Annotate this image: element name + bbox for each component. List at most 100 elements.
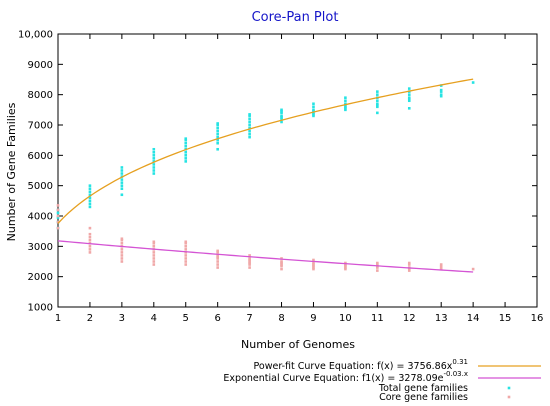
- total-gene-families-point: [216, 129, 219, 133]
- total-gene-families-point: [152, 154, 156, 157]
- total-gene-families-point: [216, 123, 219, 127]
- core-gene-families-point: [184, 257, 188, 260]
- x-tick-label: 14: [467, 313, 480, 324]
- core-gene-families-series: [56, 204, 475, 272]
- total-gene-families-point: [344, 102, 347, 106]
- core-gene-families-point: [120, 260, 124, 263]
- core-gene-families-point: [184, 240, 188, 244]
- core-gene-families-point: [344, 266, 347, 269]
- total-gene-families-point: [312, 110, 315, 113]
- core-gene-families-point: [120, 254, 124, 257]
- y-tick-label: 3000: [28, 242, 53, 253]
- total-gene-families-point: [376, 90, 379, 93]
- exponential-curve: [57, 240, 474, 273]
- y-tick-label: 5000: [28, 181, 53, 192]
- total-gene-families-point: [280, 110, 283, 113]
- total-gene-families-point: [407, 96, 411, 99]
- total-gene-families-point: [280, 108, 283, 112]
- core-gene-families-point: [407, 263, 411, 266]
- total-gene-families-point: [439, 88, 443, 92]
- core-gene-families-point: [184, 260, 188, 263]
- total-gene-families-point: [376, 93, 379, 96]
- core-gene-families-point: [280, 260, 283, 263]
- core-gene-families-point: [439, 263, 443, 266]
- x-axis-label: Number of Genomes: [241, 338, 355, 351]
- chart-title: Core-Pan Plot: [252, 10, 339, 25]
- legend-label-exponent: -0.03.x: [444, 370, 468, 378]
- core-gene-families-point: [248, 263, 251, 266]
- total-gene-families-point: [312, 113, 315, 116]
- core-gene-families-point: [152, 245, 156, 248]
- core-gene-families-point: [312, 261, 315, 265]
- total-gene-families-point: [184, 137, 188, 140]
- core-gene-families-point: [439, 267, 443, 271]
- core-gene-families-point: [312, 258, 315, 262]
- core-gene-families-point: [280, 261, 283, 265]
- core-gene-families-point: [88, 238, 92, 242]
- x-tick-label: 3: [119, 313, 125, 324]
- core-gene-families-point: [216, 257, 219, 260]
- core-gene-families-point: [248, 257, 251, 260]
- total-gene-families-point: [248, 135, 251, 139]
- core-gene-families-point: [184, 242, 188, 245]
- x-tick-label: 16: [531, 313, 544, 324]
- core-gene-families-point: [152, 254, 156, 257]
- legend-label-text: Exponential Curve Equation: f1(x) = 3278…: [223, 373, 443, 384]
- core-gene-families-point: [216, 251, 219, 254]
- x-tick-label: 5: [183, 313, 189, 324]
- core-gene-families-point: [120, 237, 124, 241]
- core-gene-families-point: [216, 255, 219, 259]
- total-gene-families-point: [280, 111, 283, 115]
- total-gene-families-point: [312, 114, 315, 118]
- core-gene-families-point: [280, 257, 283, 260]
- y-tick-label: 9000: [28, 60, 53, 71]
- core-gene-families-point: [88, 232, 92, 236]
- core-gene-families-point: [120, 257, 124, 260]
- total-gene-families-point: [312, 105, 315, 109]
- total-gene-families-point: [280, 116, 283, 119]
- core-gene-families-point: [88, 251, 92, 254]
- total-gene-families-point: [407, 87, 411, 90]
- total-gene-families-point: [280, 120, 283, 124]
- total-gene-families-point: [88, 199, 92, 203]
- total-gene-families-point: [376, 102, 379, 106]
- total-gene-families-point: [407, 97, 411, 101]
- total-gene-families-point: [152, 151, 156, 154]
- total-gene-families-point: [439, 94, 443, 98]
- total-gene-families-point: [184, 157, 188, 160]
- core-gene-families-point: [312, 267, 315, 271]
- core-gene-families-point: [439, 266, 443, 269]
- core-gene-families-point: [56, 220, 60, 224]
- total-gene-families-point: [280, 117, 283, 121]
- total-gene-families-point: [88, 187, 92, 190]
- y-tick-label: 4000: [28, 212, 53, 223]
- core-gene-families-point: [120, 251, 124, 254]
- core-gene-families-point: [216, 266, 219, 269]
- core-gene-families-point: [248, 266, 251, 269]
- total-gene-families-point: [248, 113, 251, 116]
- total-gene-families-point: [407, 93, 411, 96]
- total-gene-families-point: [152, 147, 156, 151]
- total-gene-families-point: [280, 114, 283, 118]
- core-gene-families-point: [344, 261, 347, 265]
- core-gene-families-point: [184, 263, 188, 266]
- total-gene-families-point: [152, 169, 156, 172]
- core-gene-families-point: [344, 263, 347, 266]
- x-tick-label: 4: [151, 313, 157, 324]
- total-gene-families-point: [56, 216, 60, 219]
- core-gene-families-point: [248, 260, 251, 263]
- core-gene-families-point: [56, 204, 60, 207]
- legend-label-text: Core gene families: [379, 392, 468, 403]
- x-tick-label: 10: [339, 313, 352, 324]
- core-gene-families-point: [56, 226, 60, 230]
- legend-label-exponent: 0.31: [452, 358, 468, 366]
- core-gene-families-point: [88, 248, 92, 251]
- total-gene-families-point: [120, 172, 124, 175]
- total-gene-families-point: [184, 151, 188, 154]
- total-gene-families-point: [471, 81, 475, 84]
- total-gene-families-point: [248, 129, 251, 133]
- x-tick-label: 6: [214, 313, 220, 324]
- x-tick-label: 7: [246, 313, 252, 324]
- core-gene-families-point: [248, 258, 251, 262]
